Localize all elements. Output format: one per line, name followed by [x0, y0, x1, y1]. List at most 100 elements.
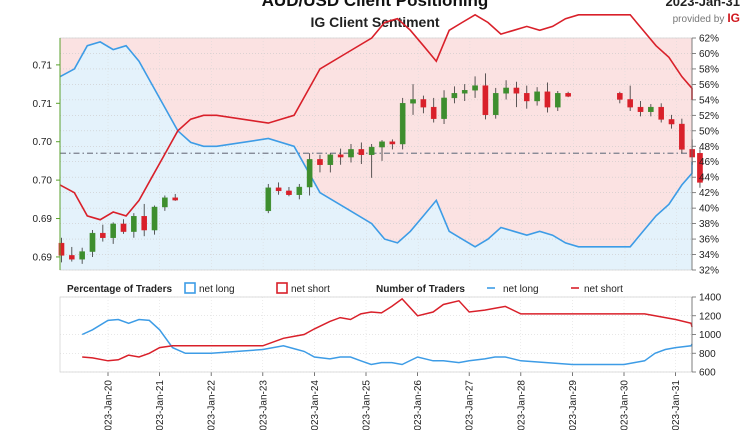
date-tick-label: 2023-Jan-27	[465, 380, 476, 430]
candle-body	[668, 119, 675, 125]
candle-body	[141, 216, 147, 231]
price-tick-label: 0.71	[33, 99, 53, 110]
percent-tick-label: 40%	[699, 204, 719, 215]
date-tick-label: 2023-Jan-25	[362, 380, 373, 430]
candle-body	[461, 90, 468, 94]
candle-body	[131, 216, 137, 232]
date-tick-label: 2023-Jan-26	[413, 380, 424, 430]
candle-body	[327, 154, 334, 165]
legend-count-long-label: net long	[503, 284, 539, 295]
percent-tick-label: 50%	[699, 126, 719, 137]
date-tick-label: 2023-Jan-22	[207, 380, 218, 430]
candle-body	[151, 206, 158, 231]
traders-net-long-line	[81, 318, 693, 366]
percent-tick-label: 62%	[699, 34, 719, 45]
candle-body	[523, 93, 530, 102]
traders-tick-label: 1400	[699, 293, 722, 304]
net-long-area	[60, 41, 692, 271]
candle-body	[358, 149, 365, 155]
candle-body	[265, 187, 272, 212]
candle-body	[172, 197, 179, 201]
percent-tick-label: 48%	[699, 142, 719, 153]
candle-body	[275, 187, 282, 192]
net-long-line	[59, 41, 693, 248]
candle-body	[451, 93, 458, 99]
candle-body	[627, 99, 633, 108]
provider-text: provided by	[672, 14, 725, 25]
price-tick-label: 0.70	[33, 137, 53, 148]
percent-tick-label: 44%	[699, 173, 719, 184]
legend-net-long-swatch	[184, 282, 196, 294]
candle-body	[348, 149, 354, 158]
candle-body	[399, 103, 406, 145]
percent-tick-label: 32%	[699, 266, 719, 277]
percent-tick-label: 36%	[699, 235, 719, 246]
percent-tick-label: 42%	[699, 188, 719, 199]
net-short-area	[60, 38, 692, 247]
candle-body	[441, 97, 447, 119]
chart-title: AUD/USD Client Positioning	[261, 0, 489, 10]
candle-body	[648, 106, 654, 112]
candle-body	[420, 99, 427, 108]
candle-body	[110, 223, 116, 238]
candle-body	[534, 91, 540, 102]
chart-subtitle: IG Client Sentiment	[310, 14, 440, 30]
candle-body	[337, 154, 344, 158]
date-tick-label: 2023-Jan-20	[104, 380, 115, 430]
date-tick-label: 2023-Jan-30	[620, 380, 631, 430]
candle-body	[296, 186, 303, 195]
candle-body	[544, 91, 551, 108]
candle-body	[162, 197, 168, 208]
date-tick-label: 2023-Jan-24	[310, 380, 321, 430]
provider-date: 2023-Jan-31	[665, 0, 740, 9]
percent-tick-label: 56%	[699, 80, 719, 91]
candle-body	[368, 146, 375, 155]
price-tick-label: 0.70	[33, 176, 53, 187]
candle-body	[637, 106, 644, 112]
date-tick-label: 2023-Jan-28	[516, 380, 527, 430]
candle-body	[79, 251, 85, 260]
candle-body	[286, 190, 292, 195]
provider-logo: 2023-Jan-31 provided by IG	[666, 0, 740, 27]
traders-tick-label: 600	[699, 368, 716, 379]
traders-tick-label: 800	[699, 349, 716, 360]
candle-body	[89, 232, 96, 252]
net-short-line	[59, 13, 693, 221]
legend-net-short-swatch	[276, 282, 288, 294]
date-tick-label: 2023-Jan-23	[258, 380, 269, 430]
date-tick-label: 2023-Jan-31	[671, 380, 682, 430]
candle-body	[379, 141, 385, 148]
traders-tick-label: 1200	[699, 311, 722, 322]
candle-body	[58, 242, 65, 256]
price-tick-label: 0.71	[33, 60, 53, 71]
candle-body	[317, 159, 323, 165]
candle-body	[410, 99, 416, 104]
legend-net-long-label: net long	[199, 284, 235, 295]
candle-body	[503, 87, 509, 94]
candle-body	[100, 232, 106, 238]
candle-body	[565, 93, 571, 97]
date-tick-label: 2023-Jan-21	[155, 380, 166, 430]
candle-body	[492, 93, 499, 116]
legend-percentage-title: Percentage of Traders	[67, 284, 172, 295]
candle-body	[472, 85, 478, 91]
percent-tick-label: 58%	[699, 64, 719, 75]
percent-tick-label: 46%	[699, 157, 719, 168]
candle-body	[513, 87, 520, 94]
legend-net-short-label: net short	[291, 284, 330, 295]
price-tick-label: 0.69	[33, 214, 53, 225]
traders-net-short-line	[82, 297, 693, 362]
legend-count-short-label: net short	[584, 284, 623, 295]
percent-tick-label: 34%	[699, 250, 719, 261]
legend-number-title: Number of Traders	[376, 284, 465, 295]
percent-tick-label: 60%	[699, 49, 719, 60]
candle-body	[658, 106, 664, 120]
candle-body	[306, 159, 313, 188]
percent-tick-label: 52%	[699, 111, 719, 122]
candle-body	[482, 85, 489, 116]
candle-body	[389, 141, 396, 145]
date-tick-label: 2023-Jan-29	[568, 380, 579, 430]
price-tick-label: 0.69	[33, 252, 53, 263]
candle-body	[430, 106, 437, 119]
